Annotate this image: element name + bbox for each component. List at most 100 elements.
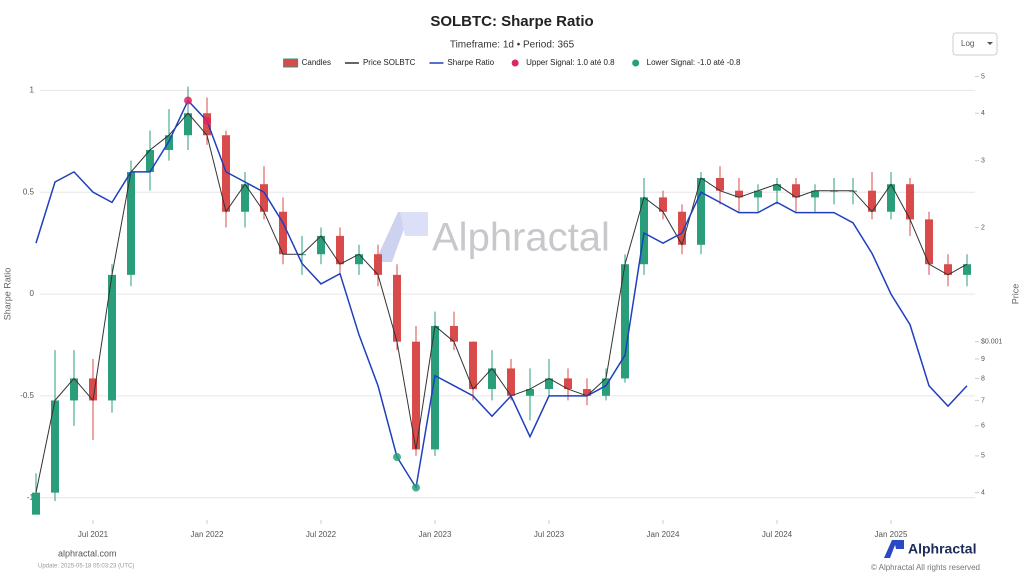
watermark-icon bbox=[375, 212, 428, 262]
candle-body bbox=[773, 184, 781, 191]
x-tick-label: Jul 2023 bbox=[534, 530, 565, 539]
legend-label: Upper Signal: 1.0 até 0.8 bbox=[526, 58, 615, 67]
candle-body bbox=[488, 368, 496, 390]
y2-tick-label: 4 bbox=[981, 489, 985, 496]
legend-item: Price SOLBTC bbox=[344, 58, 416, 67]
candle-body bbox=[640, 197, 648, 265]
series-line bbox=[35, 99, 968, 490]
x-tick-label: Jan 2023 bbox=[419, 530, 452, 539]
candle-body bbox=[260, 184, 268, 212]
signal-point bbox=[203, 116, 211, 125]
candle-body bbox=[716, 177, 724, 191]
signal-point bbox=[412, 483, 420, 492]
candle-body bbox=[811, 190, 819, 198]
y2-tick-label: 3 bbox=[981, 157, 985, 164]
chart-title: SOLBTC: Sharpe Ratio bbox=[430, 13, 593, 30]
candle-body bbox=[659, 197, 667, 212]
candle-body bbox=[887, 184, 895, 212]
watermark-shape bbox=[400, 212, 428, 236]
candle-body bbox=[697, 177, 705, 245]
y2-tick-label: 8 bbox=[981, 375, 985, 382]
candle-body bbox=[792, 184, 800, 198]
legend-label: Candles bbox=[302, 58, 331, 67]
signal-point bbox=[393, 453, 401, 462]
watermark-shape bbox=[375, 212, 410, 262]
y2-tick-label: 2 bbox=[981, 224, 985, 231]
y2-tick-label: 6 bbox=[981, 423, 985, 430]
y2-axis-title: Price bbox=[1010, 284, 1020, 305]
legend-swatch bbox=[283, 58, 299, 68]
legend-item: Sharpe Ratio bbox=[429, 58, 495, 67]
x-tick-label: Jan 2025 bbox=[875, 530, 908, 539]
legend-item: Lower Signal: -1.0 até -0.8 bbox=[632, 58, 741, 67]
candle-body bbox=[678, 211, 686, 245]
candle-body bbox=[431, 325, 439, 450]
legend-swatch bbox=[632, 59, 640, 67]
candle-body bbox=[355, 254, 363, 265]
candle-body bbox=[89, 378, 97, 401]
y-tick-label: 1 bbox=[30, 85, 35, 94]
candle-body bbox=[602, 378, 610, 396]
candle-body bbox=[412, 341, 420, 450]
candle-body bbox=[184, 113, 192, 136]
candle-body bbox=[925, 219, 933, 265]
chart-subtitle: Timeframe: 1d • Period: 365 bbox=[450, 40, 575, 51]
site-label: alphractal.com bbox=[58, 548, 117, 558]
x-tick-label: Jul 2022 bbox=[306, 530, 337, 539]
watermark: Alphractal bbox=[432, 216, 610, 260]
candle-body bbox=[51, 400, 59, 493]
candle-body bbox=[545, 378, 553, 390]
grid bbox=[40, 89, 975, 499]
candle-body bbox=[735, 190, 743, 198]
legend-label: Sharpe Ratio bbox=[447, 58, 494, 67]
dropdown-label[interactable]: Log bbox=[961, 39, 974, 48]
rights-label: © Alphractal All rights reserved bbox=[871, 563, 980, 572]
candle-body bbox=[944, 264, 952, 275]
y-tick-label: 0.5 bbox=[23, 187, 35, 196]
candle-body bbox=[298, 254, 306, 256]
candle-body bbox=[336, 235, 344, 265]
y2-tick-label: 4 bbox=[981, 110, 985, 117]
legend-swatch bbox=[511, 59, 519, 67]
candle-body bbox=[450, 325, 458, 342]
dropdown-box[interactable] bbox=[952, 32, 998, 56]
candle-body bbox=[906, 184, 914, 220]
candle-body bbox=[393, 274, 401, 342]
candle-body bbox=[317, 235, 325, 255]
x-tick-label: Jul 2021 bbox=[78, 530, 109, 539]
y2-tick-label: 5 bbox=[981, 73, 985, 80]
y-tick-label: -0.5 bbox=[20, 391, 34, 400]
candle-body bbox=[32, 492, 40, 515]
signal-point bbox=[184, 96, 192, 105]
legend-item: Upper Signal: 1.0 até 0.8 bbox=[511, 58, 615, 67]
y-tick-label: -1 bbox=[27, 493, 35, 502]
x-tick-label: Jan 2022 bbox=[191, 530, 224, 539]
y-tick-label: 0 bbox=[30, 289, 35, 298]
dropdown-arrow[interactable] bbox=[987, 42, 993, 45]
x-tick-label: Jul 2024 bbox=[762, 530, 793, 539]
scale-dropdown[interactable]: Log bbox=[952, 32, 998, 56]
y2-tick-label: 7 bbox=[981, 397, 985, 404]
candle-body bbox=[754, 190, 762, 198]
series-line bbox=[35, 112, 968, 493]
candle-body bbox=[469, 341, 477, 390]
candle-body bbox=[146, 149, 154, 173]
candles bbox=[32, 86, 971, 515]
brand-logo: Alphractal bbox=[908, 541, 976, 557]
candle-body bbox=[127, 172, 135, 275]
candle-body bbox=[564, 378, 572, 390]
candle-body bbox=[279, 211, 287, 255]
candle-body bbox=[621, 264, 629, 379]
candle-body bbox=[222, 135, 230, 212]
update-label: Update: 2025-05-18 05:03:23 (UTC) bbox=[38, 564, 134, 570]
legend: Candles Price SOLBTC Sharpe Ratio Upper Sig… bbox=[283, 58, 741, 68]
candle-body bbox=[868, 190, 876, 212]
candle-body bbox=[963, 264, 971, 275]
candle-body bbox=[507, 368, 515, 396]
y2-tick-label: 9 bbox=[981, 356, 985, 363]
candle-body bbox=[241, 184, 249, 212]
legend-label: Price SOLBTC bbox=[363, 58, 416, 67]
y2-tick-label: 5 bbox=[981, 453, 985, 460]
x-tick-label: Jan 2024 bbox=[647, 530, 680, 539]
